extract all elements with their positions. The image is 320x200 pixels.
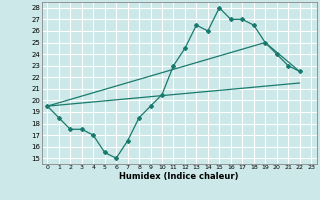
X-axis label: Humidex (Indice chaleur): Humidex (Indice chaleur) [119,172,239,181]
